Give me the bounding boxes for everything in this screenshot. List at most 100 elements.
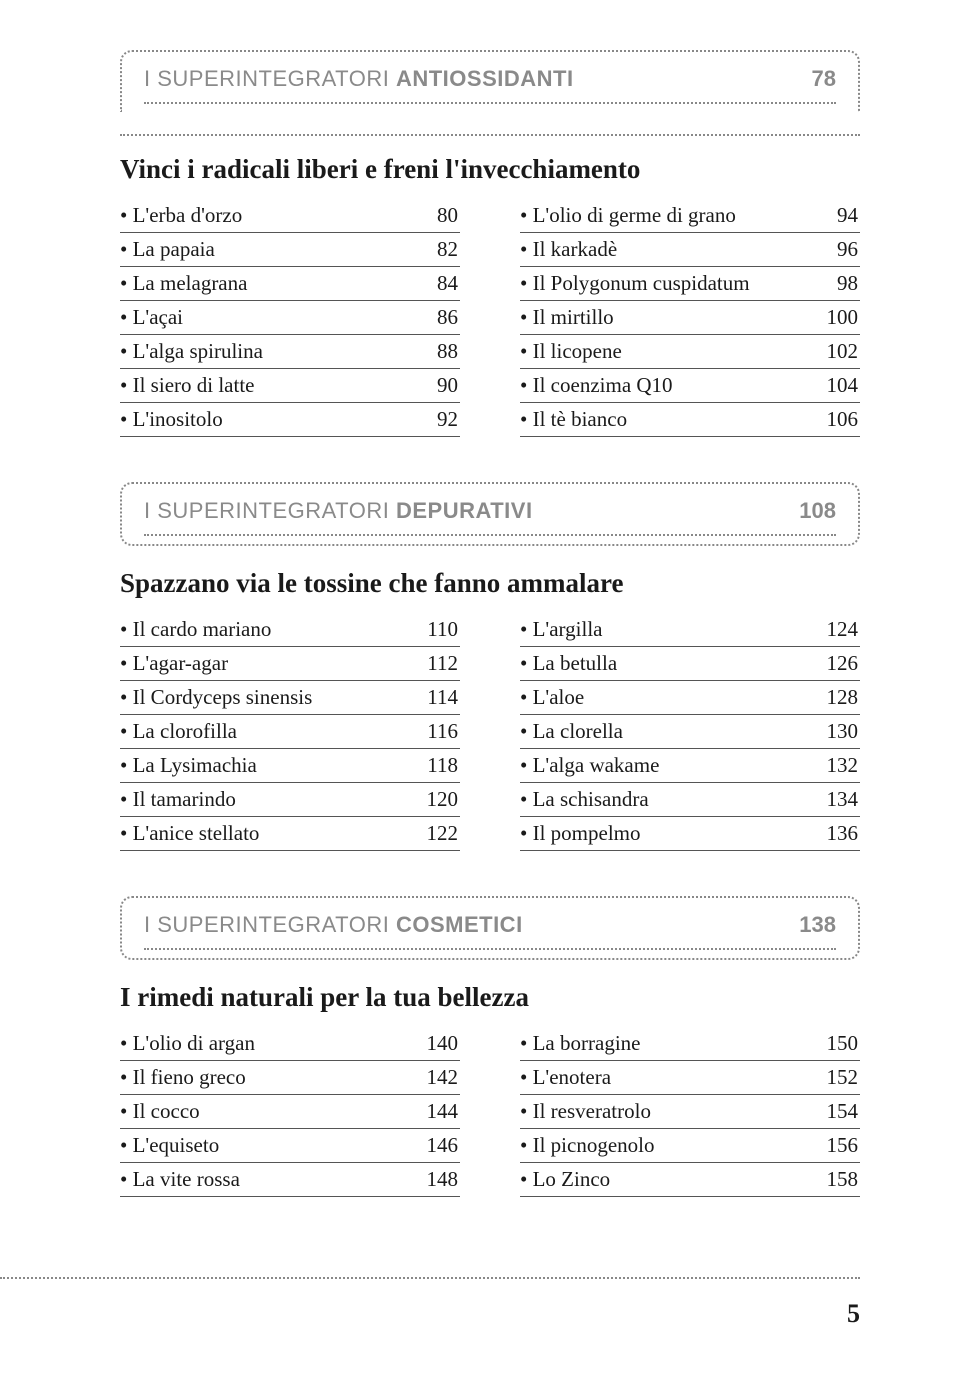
toc-item: Il Polygonum cuspidatum 98 — [520, 267, 860, 301]
toc-item-page: 152 — [827, 1065, 859, 1090]
toc-item: La schisandra134 — [520, 783, 860, 817]
toc-item: L'olio di argan 140 — [120, 1027, 460, 1061]
toc-item: L'alga spirulina 88 — [120, 335, 460, 369]
toc-item-page: 94 — [837, 203, 858, 228]
toc-left-column: Il cardo mariano110L'agar-agar112Il Cord… — [120, 613, 460, 851]
section-header: I SUPERINTEGRATORI ANTIOSSIDANTI 78 — [120, 50, 860, 112]
toc-item: La clorofilla116 — [120, 715, 460, 749]
section-header-line: I SUPERINTEGRATORI DEPURATIVI 108 — [144, 498, 836, 536]
toc-item: L'erba d'orzo80 — [120, 199, 460, 233]
section-title: I SUPERINTEGRATORI DEPURATIVI — [144, 498, 533, 524]
toc-item-label: L'enotera — [520, 1065, 611, 1090]
page-number: 5 — [847, 1299, 860, 1329]
toc-item-label: La papaia — [120, 237, 215, 262]
toc-item-label: L'alga spirulina — [120, 339, 263, 364]
toc-item-label: La betulla — [520, 651, 617, 676]
toc-item-label: La schisandra — [520, 787, 649, 812]
toc-item: L'enotera 152 — [520, 1061, 860, 1095]
toc-item-page: 106 — [827, 407, 859, 432]
toc-item-label: L'anice stellato — [120, 821, 259, 846]
toc-item: Il coenzima Q10 104 — [520, 369, 860, 403]
toc-item-page: 156 — [827, 1133, 859, 1158]
toc-item: Il Cordyceps sinensis114 — [120, 681, 460, 715]
toc-columns: L'olio di argan140Il fieno greco142Il co… — [120, 1027, 860, 1197]
section-title-bold: ANTIOSSIDANTI — [396, 66, 574, 91]
toc-item-label: L'agar-agar — [120, 651, 228, 676]
toc-item: La borragine 150 — [520, 1027, 860, 1061]
toc-item-label: Il coenzima Q10 — [520, 373, 673, 398]
toc-item-page: 124 — [827, 617, 859, 642]
toc-item-label: L'olio di argan — [120, 1031, 255, 1056]
toc-item: L'aloe 128 — [520, 681, 860, 715]
toc-item: Il tamarindo120 — [120, 783, 460, 817]
section-title: I SUPERINTEGRATORI COSMETICI — [144, 912, 523, 938]
toc-item-label: Il Cordyceps sinensis — [120, 685, 312, 710]
toc-item-label: Il siero di latte — [120, 373, 255, 398]
section-subtitle: Vinci i radicali liberi e freni l'invecc… — [120, 154, 860, 185]
toc-left-column: L'olio di argan140Il fieno greco142Il co… — [120, 1027, 460, 1197]
toc-item: La betulla126 — [520, 647, 860, 681]
toc-item-page: 92 — [437, 407, 458, 432]
toc-item-label: La clorofilla — [120, 719, 237, 744]
toc-item-page: 136 — [827, 821, 859, 846]
toc-item: L'inositolo92 — [120, 403, 460, 437]
toc-item: L'equiseto 146 — [120, 1129, 460, 1163]
toc-item-page: 130 — [827, 719, 859, 744]
toc-item-label: La clorella — [520, 719, 623, 744]
section-page: 108 — [799, 498, 836, 524]
toc-item-page: 150 — [827, 1031, 859, 1056]
section-subtitle: I rimedi naturali per la tua bellezza — [120, 982, 860, 1013]
toc-item-page: 148 — [427, 1167, 459, 1192]
toc-item-label: L'equiseto — [120, 1133, 219, 1158]
toc-item-label: La Lysimachia — [120, 753, 257, 778]
toc-item-page: 90 — [437, 373, 458, 398]
toc-item-label: Il licopene — [520, 339, 622, 364]
toc-item-page: 82 — [437, 237, 458, 262]
toc-item-label: L'erba d'orzo — [120, 203, 242, 228]
toc-item-label: Il cocco — [120, 1099, 200, 1124]
toc-item-page: 88 — [437, 339, 458, 364]
toc-item-page: 146 — [427, 1133, 459, 1158]
toc-right-column: La borragine 150 L'enotera 152 Il resveratro… — [520, 1027, 860, 1197]
toc-item-page: 98 — [837, 271, 858, 296]
toc-item: Il tè bianco106 — [520, 403, 860, 437]
section-depurativi: I SUPERINTEGRATORI DEPURATIVI 108 Spazza… — [120, 482, 860, 851]
toc-item-label: L'alga wakame — [520, 753, 659, 778]
section-title-prefix: I SUPERINTEGRATORI — [144, 66, 396, 91]
toc-item-label: L'aloe — [520, 685, 584, 710]
toc-item-label: Il resveratrolo — [520, 1099, 651, 1124]
toc-item-label: Il cardo mariano — [120, 617, 271, 642]
section-title: I SUPERINTEGRATORI ANTIOSSIDANTI — [144, 66, 574, 92]
toc-item-page: 132 — [827, 753, 859, 778]
section-header: I SUPERINTEGRATORI DEPURATIVI 108 — [120, 482, 860, 546]
toc-item: Il pompelmo136 — [520, 817, 860, 851]
toc-left-column: L'erba d'orzo80 La papaia 82 La melagrana84… — [120, 199, 460, 437]
toc-item: Il cardo mariano 110 — [120, 613, 460, 647]
toc-item-label: Il tamarindo — [120, 787, 236, 812]
toc-item-page: 142 — [427, 1065, 459, 1090]
toc-item-page: 128 — [827, 685, 859, 710]
page-content: I SUPERINTEGRATORI ANTIOSSIDANTI 78 Vinc… — [0, 0, 960, 1282]
section-subtitle: Spazzano via le tossine che fanno ammala… — [120, 568, 860, 599]
toc-item-label: Il Polygonum cuspidatum — [520, 271, 750, 296]
toc-item: Il karkadè96 — [520, 233, 860, 267]
toc-item-label: Il picnogenolo — [520, 1133, 655, 1158]
toc-item: La melagrana84 — [120, 267, 460, 301]
toc-item: Il cocco144 — [120, 1095, 460, 1129]
toc-item: La Lysimachia 118 — [120, 749, 460, 783]
toc-item: Il licopene102 — [520, 335, 860, 369]
toc-item: Lo Zinco158 — [520, 1163, 860, 1197]
toc-item-page: 118 — [427, 753, 458, 778]
toc-item-page: 96 — [837, 237, 858, 262]
toc-item: Il picnogenolo 156 — [520, 1129, 860, 1163]
toc-item: Il fieno greco142 — [120, 1061, 460, 1095]
toc-item-page: 104 — [827, 373, 859, 398]
toc-item: Il siero di latte 90 — [120, 369, 460, 403]
toc-item-label: La borragine — [520, 1031, 640, 1056]
toc-item-label: L'olio di germe di grano — [520, 203, 736, 228]
toc-item-page: 110 — [427, 617, 458, 642]
toc-item-label: Il mirtillo — [520, 305, 614, 330]
toc-right-column: L'olio di germe di grano94Il karkadè96Il… — [520, 199, 860, 437]
toc-item-label: L'açai — [120, 305, 183, 330]
toc-item-page: 140 — [427, 1031, 459, 1056]
